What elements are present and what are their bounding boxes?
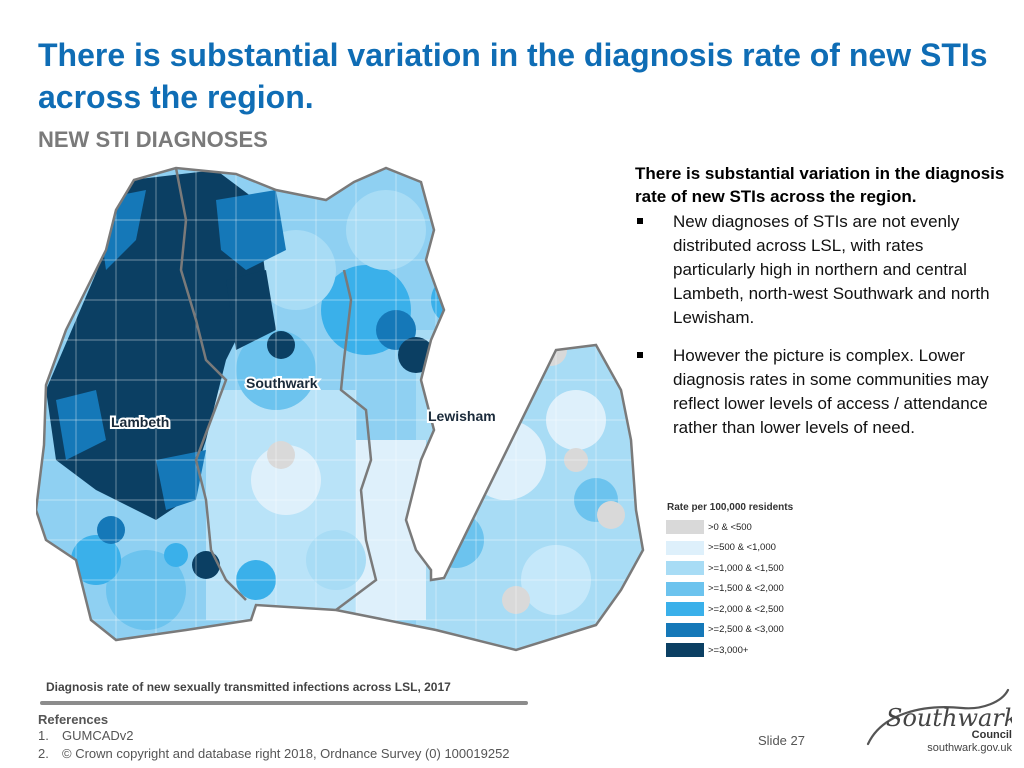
reference-text: GUMCADv2: [62, 728, 134, 743]
lambeth-southwark-boundary: [174, 167, 247, 601]
map-label-southwark: Southwark: [246, 375, 318, 391]
legend-label: >=3,000+: [708, 644, 749, 656]
caption-underline: [40, 701, 528, 705]
reference-item: 2. © Crown copyright and database right 2…: [38, 745, 638, 763]
reference-number: 2.: [38, 746, 49, 761]
reference-number: 1.: [38, 728, 49, 743]
map-label-lambeth: Lambeth: [111, 414, 169, 430]
legend-swatch: [665, 621, 705, 638]
references: References 1. GUMCADv2 2. © Crown copyrigh…: [38, 712, 638, 763]
slide-number: Slide 27: [758, 733, 805, 748]
reference-item: 1. GUMCADv2: [38, 727, 638, 745]
summary-bullet: However the picture is complex. Lower di…: [635, 344, 1005, 440]
legend-swatch: [665, 642, 705, 659]
legend-label: >=1,000 & <1,500: [708, 562, 784, 574]
slide-subtitle: NEW STI DIAGNOSES: [38, 127, 268, 152]
slide-title: There is substantial variation in the di…: [38, 37, 988, 115]
legend-label: >0 & <500: [708, 521, 752, 533]
southwark-council-logo: Southwark: [866, 688, 1012, 746]
legend-row: >0 & <500: [665, 517, 835, 538]
legend-rows: >0 & <500 >=500 & <1,000 >=1,000 & <1,500 >…: [665, 517, 835, 661]
southwark-lewisham-boundary: [335, 269, 378, 611]
legend-label: >=1,500 & <2,000: [708, 583, 784, 595]
summary-bullet-text: However the picture is complex. Lower di…: [673, 346, 989, 437]
references-list: 1. GUMCADv2 2. © Crown copyright and datab…: [38, 727, 638, 763]
legend-row: >=1,500 & <2,000: [665, 579, 835, 600]
legend-row: >=2,500 & <3,000: [665, 620, 835, 641]
legend-label: >=2,000 & <2,500: [708, 603, 784, 615]
legend-label: >=500 & <1,000: [708, 542, 776, 554]
summary-bullets: New diagnoses of STIs are not evenly dis…: [635, 210, 1005, 440]
legend-swatch: [665, 601, 705, 618]
logo-url-text: southwark.gov.uk: [927, 742, 1012, 754]
region-boundary: [36, 166, 645, 652]
legend-row: >=1,000 & <1,500: [665, 558, 835, 579]
legend-row: >=3,000+: [665, 640, 835, 661]
legend-swatch: [665, 580, 705, 597]
map-caption: Diagnosis rate of new sexually transmitt…: [46, 680, 451, 694]
summary-bullet: New diagnoses of STIs are not evenly dis…: [635, 210, 1005, 330]
legend-swatch: [665, 560, 705, 577]
sti-rate-map: Southwark Lambeth Lewisham: [36, 160, 646, 680]
legend-row: >=500 & <1,000: [665, 538, 835, 559]
logo-council-text: Council: [971, 729, 1012, 741]
legend-swatch: [665, 519, 705, 536]
summary-panel: There is substantial variation in the di…: [635, 162, 1005, 454]
references-title: References: [38, 712, 109, 727]
map-legend: Rate per 100,000 residents >0 & <500 >=50…: [665, 502, 835, 661]
legend-title: Rate per 100,000 residents: [667, 502, 794, 513]
reference-text: © Crown copyright and database right 201…: [62, 746, 510, 761]
map-label-lewisham: Lewisham: [428, 408, 496, 424]
legend-swatch: [665, 539, 705, 556]
logo-wordmark: Southwark: [886, 704, 1012, 732]
legend-label: >=2,500 & <3,000: [708, 624, 784, 636]
bullet-square-icon: [637, 352, 643, 358]
summary-heading: There is substantial variation in the di…: [635, 164, 1005, 206]
legend-row: >=2,000 & <2,500: [665, 599, 835, 620]
summary-bullet-text: New diagnoses of STIs are not evenly dis…: [673, 212, 990, 327]
bullet-square-icon: [637, 218, 643, 224]
